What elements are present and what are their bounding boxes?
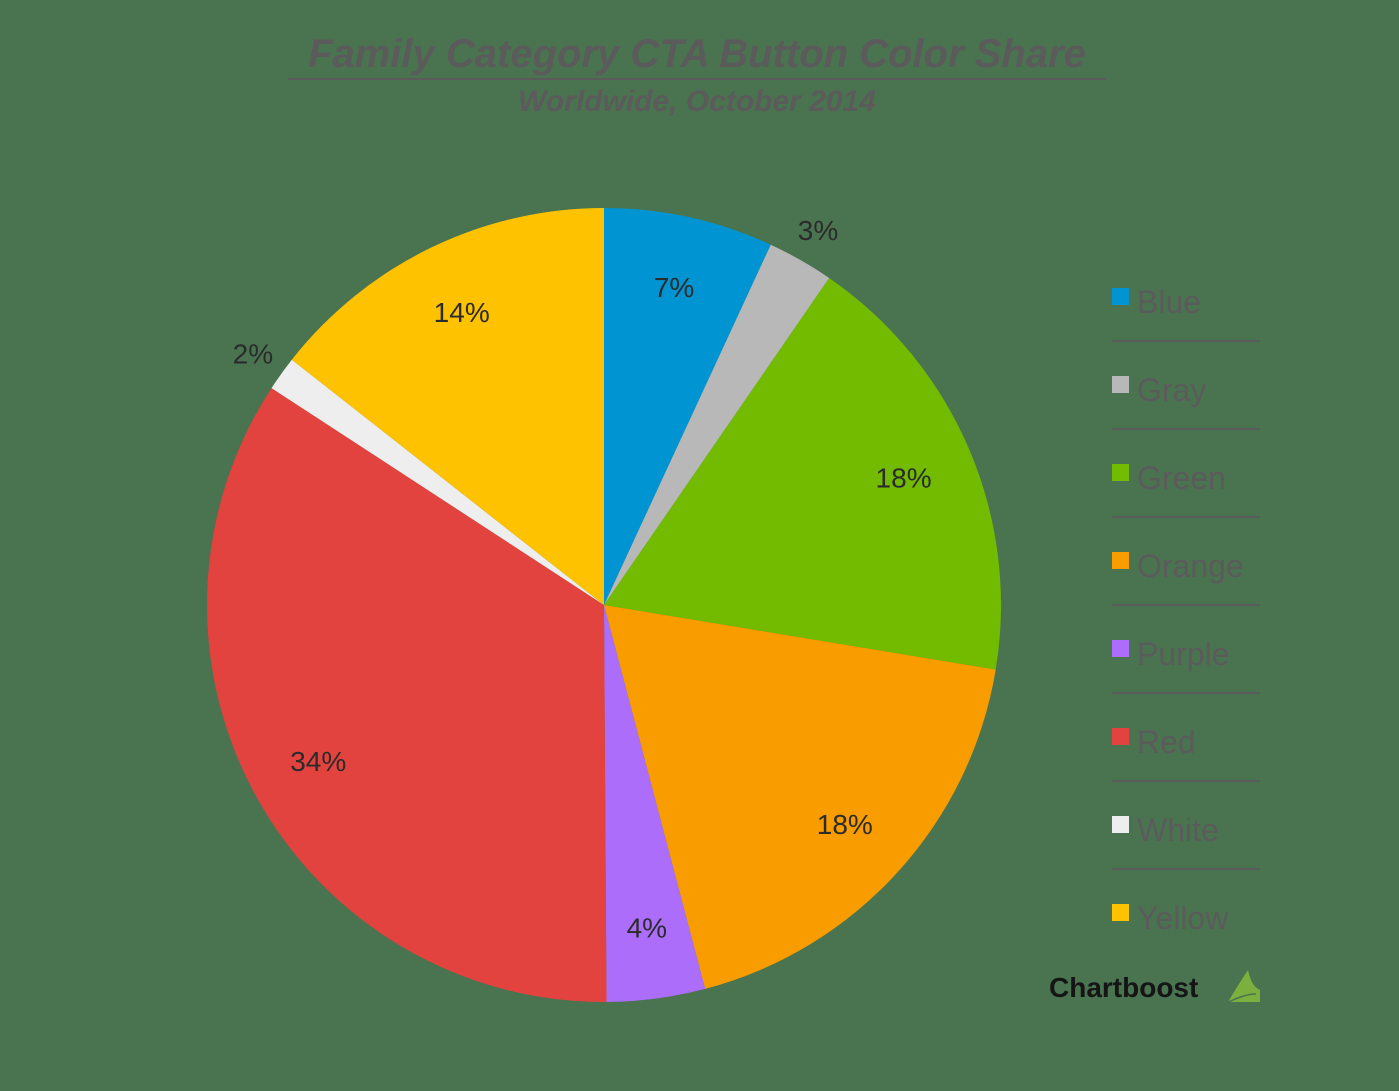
pie-slice-white [271, 359, 604, 605]
legend-item-blue: Blue [1112, 280, 1260, 368]
slice-label-yellow: 14% [434, 297, 490, 328]
legend-item-white: White [1112, 808, 1260, 896]
slice-label-gray: 3% [798, 215, 838, 246]
legend-swatch [1112, 728, 1129, 745]
legend-swatch [1112, 640, 1129, 657]
legend-label: Gray [1137, 372, 1207, 408]
legend-swatch [1112, 464, 1129, 481]
legend-item-gray: Gray [1112, 368, 1260, 456]
legend-item-red: Red [1112, 720, 1260, 808]
legend-label: Blue [1137, 284, 1202, 320]
slice-label-white: 2% [233, 338, 273, 369]
pie-slice-orange [604, 605, 996, 989]
pie-slice-red [206, 388, 607, 1003]
legend-divider [1112, 692, 1260, 694]
legend-swatch [1112, 288, 1129, 305]
legend-swatch [1112, 552, 1129, 569]
legend-swatch [1112, 376, 1129, 393]
pie-slice-gray [604, 244, 830, 605]
legend-item-orange: Orange [1112, 544, 1260, 632]
legend-label: White [1137, 812, 1219, 848]
legend-label: Orange [1137, 548, 1244, 584]
leaf-icon [1227, 970, 1260, 1003]
legend-divider [1112, 428, 1260, 430]
legend-item-green: Green [1112, 456, 1260, 544]
brand-logo-text: Chartboost [1049, 972, 1199, 1003]
legend-divider [1112, 604, 1260, 606]
legend: Blue Gray Green Orange Purple Red White Yellow [1112, 280, 1260, 984]
legend-label: Green [1137, 460, 1226, 496]
legend-swatch [1112, 816, 1129, 833]
legend-divider [1112, 340, 1260, 342]
legend-divider [1112, 780, 1260, 782]
legend-swatch [1112, 904, 1129, 921]
legend-divider [1112, 868, 1260, 870]
title-divider [288, 78, 1106, 80]
pie-slice-yellow [291, 208, 604, 605]
legend-label: Purple [1137, 636, 1230, 672]
pie-slice-purple [604, 605, 706, 1002]
pie-slice-green [604, 278, 1001, 670]
legend-label: Yellow [1137, 900, 1229, 936]
pie-slice-blue [604, 208, 771, 605]
legend-divider [1112, 516, 1260, 518]
slice-label-red: 34% [290, 746, 346, 777]
slice-label-blue: 7% [654, 272, 694, 303]
legend-label: Red [1137, 724, 1196, 760]
chart-title: Family Category CTA Button Color Share [308, 32, 1086, 76]
chart-subtitle: Worldwide, October 2014 [518, 85, 876, 118]
slice-label-purple: 4% [627, 913, 667, 944]
slice-label-orange: 18% [817, 809, 873, 840]
legend-item-purple: Purple [1112, 632, 1260, 720]
slice-label-green: 18% [876, 463, 932, 494]
legend-item-yellow: Yellow [1112, 896, 1260, 984]
